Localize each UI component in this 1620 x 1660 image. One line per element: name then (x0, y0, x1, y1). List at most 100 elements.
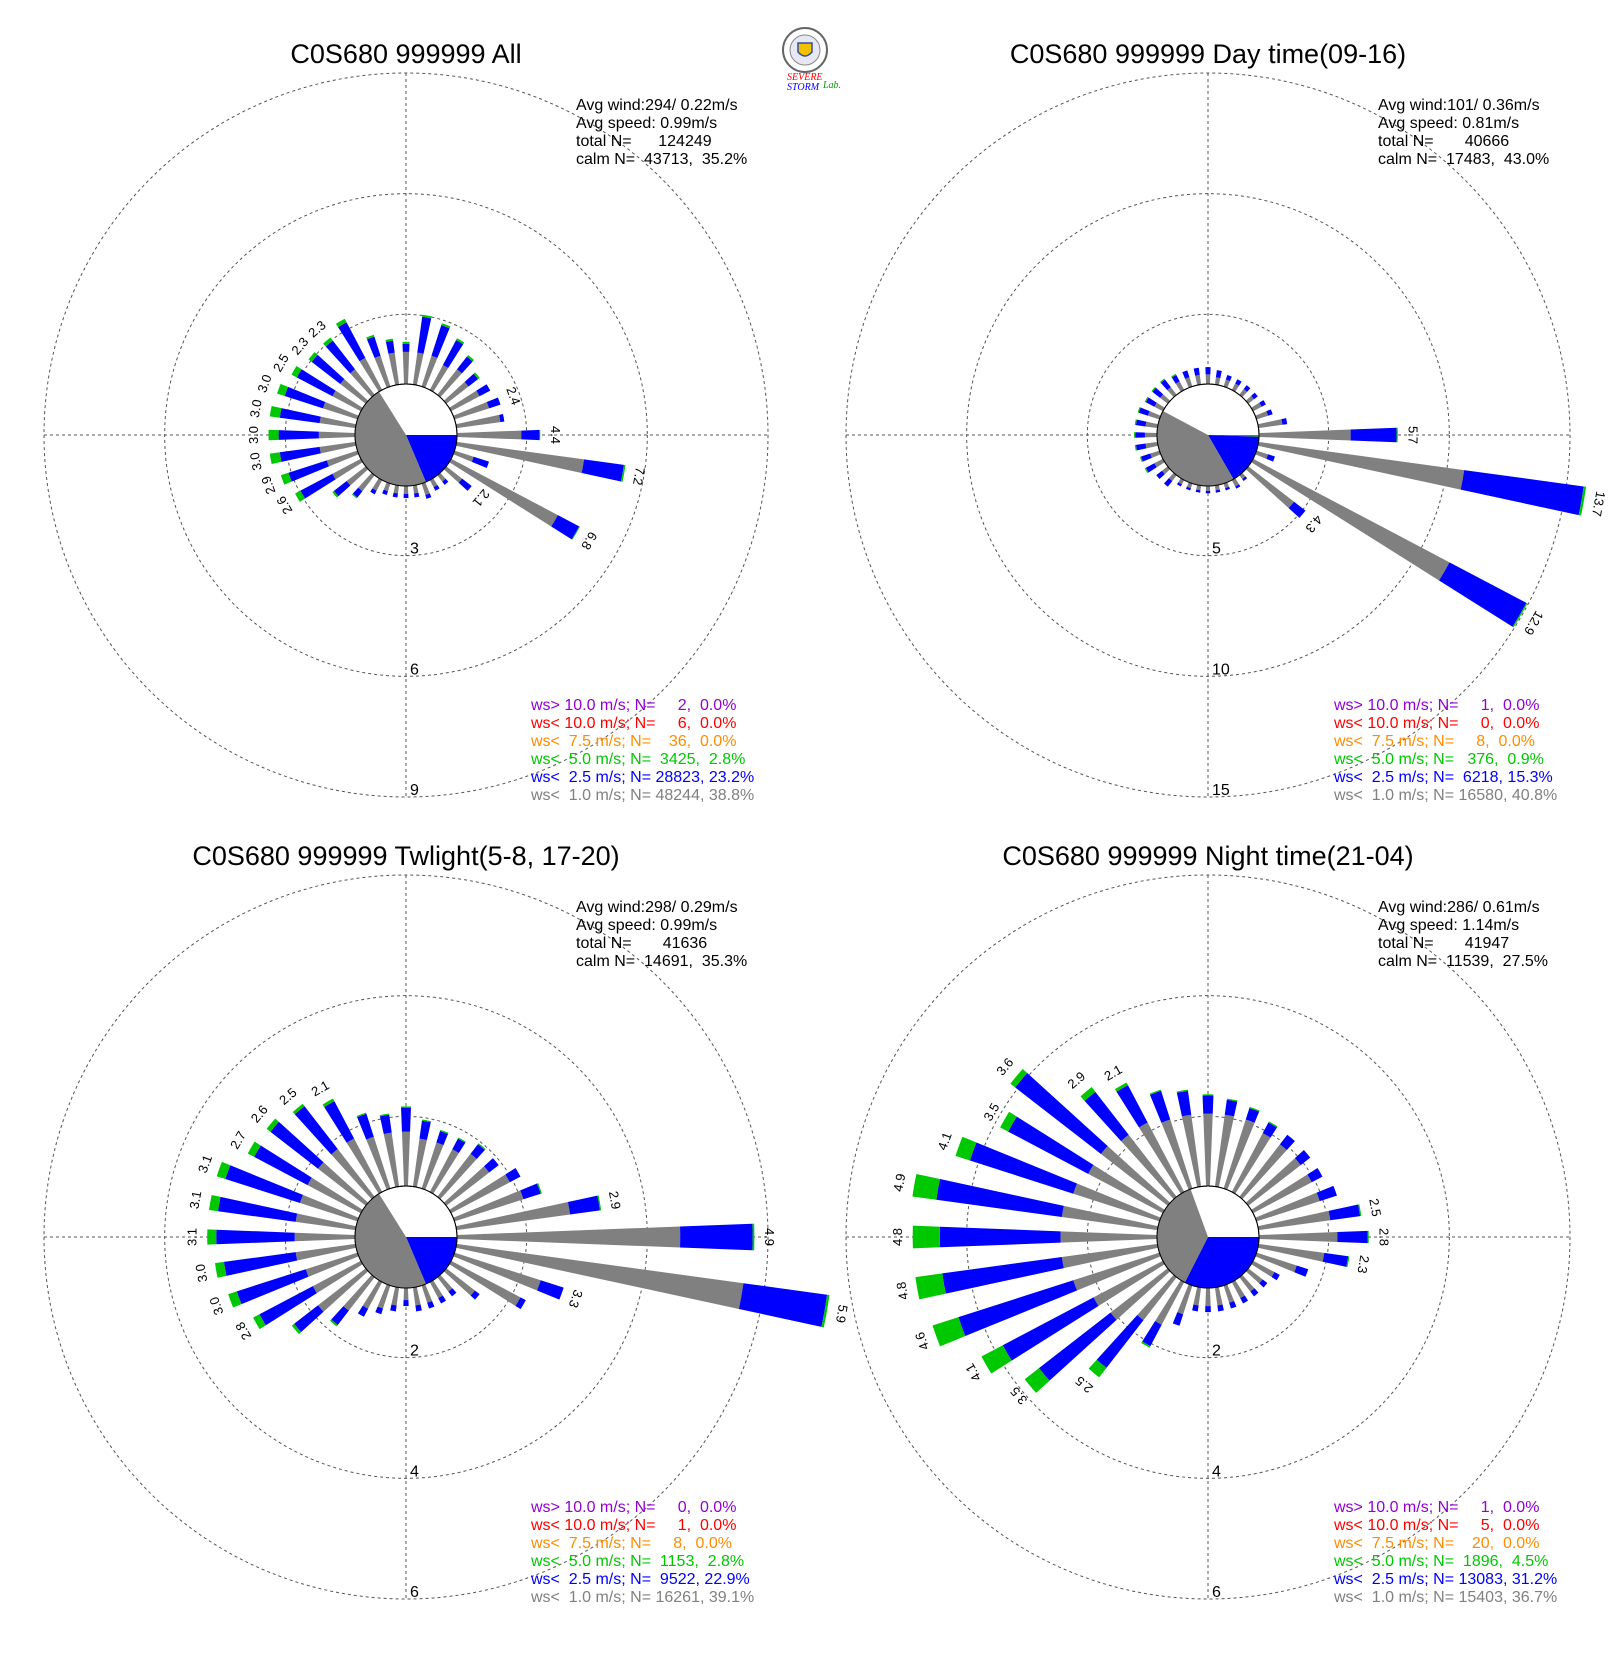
bar-segment (417, 316, 432, 354)
bar-segment (955, 1136, 977, 1161)
wind-bar-50 (443, 372, 480, 404)
bar-segment (343, 1274, 375, 1311)
bar-segment (1060, 1231, 1158, 1243)
bar-segment (1259, 400, 1266, 407)
bar-segment (1205, 1287, 1211, 1307)
bar-segment (449, 390, 480, 412)
bar-segment (486, 397, 501, 409)
bar-segment (291, 1323, 302, 1335)
bar-segment (1239, 1274, 1255, 1292)
bar-segment (254, 1145, 312, 1186)
bar-segment (1205, 367, 1211, 375)
bar-label: 2.4 (503, 385, 523, 407)
wind-bar-330: 2.1 (1102, 1062, 1185, 1194)
bar-segment (429, 1280, 443, 1299)
wind-bar-300: 3.5 (980, 1100, 1165, 1214)
logo-text-storm: STORM (787, 82, 820, 93)
bar-segment (1367, 1230, 1369, 1244)
legend-entry: ws< 7.5 m/s; N= 8, 0.0% (530, 1535, 732, 1552)
bar-segment (440, 1129, 449, 1134)
bar-segment (1145, 421, 1159, 429)
chart-title: C0S680 999999 Day time(09-16) (1010, 39, 1406, 69)
bar-segment (326, 450, 359, 467)
wind-bar-30 (429, 1137, 466, 1194)
bar-segment (939, 1226, 1061, 1248)
bar-segment (1151, 386, 1156, 392)
wind-bar-280: 3.0 (247, 398, 357, 429)
bar-segment (1322, 1252, 1349, 1267)
legend-entry: ws< 5.0 m/s; N= 376, 0.9% (1333, 751, 1544, 768)
bar-segment (1257, 419, 1283, 429)
bar-segment (1245, 1158, 1301, 1206)
bar-segment (307, 1177, 363, 1214)
wind-bar-90: 4.4 (456, 426, 563, 444)
bar-segment (437, 369, 462, 398)
bar-segment (1196, 484, 1202, 491)
wind-bar-220 (1164, 472, 1177, 487)
bar-segment (1080, 1087, 1096, 1101)
bar-segment (209, 1194, 221, 1212)
info-line: calm N= 17483, 43.0% (1378, 151, 1549, 168)
bar-segment (403, 1287, 409, 1301)
bar-segment (308, 352, 318, 362)
bar-segment (402, 341, 410, 344)
bar-segment (270, 1121, 324, 1169)
bar-segment (437, 1274, 453, 1292)
wind-bar-260: 3.0 (192, 1243, 357, 1283)
bar-segment (352, 487, 363, 498)
bar-segment (377, 1284, 391, 1309)
bar-segment (1121, 1134, 1177, 1200)
bar-segment (1229, 1300, 1237, 1309)
wind-bar-100: 13.7 (1257, 441, 1608, 518)
bar-segment (1240, 1295, 1249, 1304)
bar-label: 4.1 (962, 1361, 984, 1384)
info-line: calm N= 11539, 27.5% (1378, 953, 1548, 970)
radial-label: 5 (1212, 541, 1221, 558)
info-line: Avg wind:298/ 0.29m/s (576, 899, 738, 916)
bar-segment (1243, 385, 1251, 392)
info-line: total N= 40666 (1378, 133, 1509, 150)
bar-segment (1172, 1312, 1184, 1326)
bar-segment (318, 1268, 369, 1312)
wind-bar-360 (400, 1106, 412, 1187)
radial-label: 4 (410, 1463, 419, 1480)
wind-bar-10 (412, 1119, 432, 1188)
wind-bar-90: 5.7 (1258, 426, 1420, 444)
bar-segment (325, 340, 356, 374)
info-line: total N= 124249 (576, 133, 712, 150)
bar-segment (1010, 1069, 1028, 1088)
bar-segment (357, 1113, 374, 1140)
legend-entry: ws< 10.0 m/s; N= 5, 0.0% (1333, 1517, 1539, 1534)
bar-segment (1185, 486, 1191, 491)
bar-segment (499, 414, 505, 423)
wind-bar-100: 5.9 (455, 1243, 851, 1328)
bar-segment (1015, 1073, 1108, 1154)
bar-label: 5.7 (1405, 426, 1420, 444)
wind-bar-240 (1144, 458, 1165, 474)
bar-label: 2.1 (309, 1077, 332, 1099)
bar-segment (323, 337, 333, 347)
legend-entry: ws< 10.0 m/s; N= 0, 0.0% (1333, 715, 1539, 732)
legend-entry: ws< 10.0 m/s; N= 6, 0.0% (530, 715, 736, 732)
bar-segment (1439, 562, 1527, 627)
bar-label: 2.8 (1376, 1228, 1391, 1246)
wind-bar-160 (1223, 1284, 1237, 1309)
bar-segment (442, 340, 464, 369)
bar-segment (449, 1174, 510, 1214)
bar-segment (1358, 1204, 1362, 1217)
calm-wedge (406, 1237, 457, 1284)
bar-segment (1205, 374, 1211, 385)
wind-bar-220 (352, 472, 375, 499)
bar-segment (333, 481, 351, 497)
wind-bar-350 (379, 1113, 400, 1188)
bar-segment (515, 1297, 526, 1310)
bar-segment (438, 1295, 447, 1304)
bar-segment (1024, 1368, 1050, 1393)
legend-entry: ws< 1.0 m/s; N= 15403, 36.7% (1333, 1589, 1557, 1606)
legend-entry: ws< 7.5 m/s; N= 36, 0.0% (530, 733, 736, 750)
info-line: Avg wind:101/ 0.36m/s (1378, 97, 1540, 114)
chart-title: C0S680 999999 All (290, 39, 521, 69)
chart-title: C0S680 999999 Night time(21-04) (1002, 841, 1413, 871)
wind-bar-250 (1139, 450, 1161, 463)
wind-bar-190 (390, 1286, 400, 1312)
